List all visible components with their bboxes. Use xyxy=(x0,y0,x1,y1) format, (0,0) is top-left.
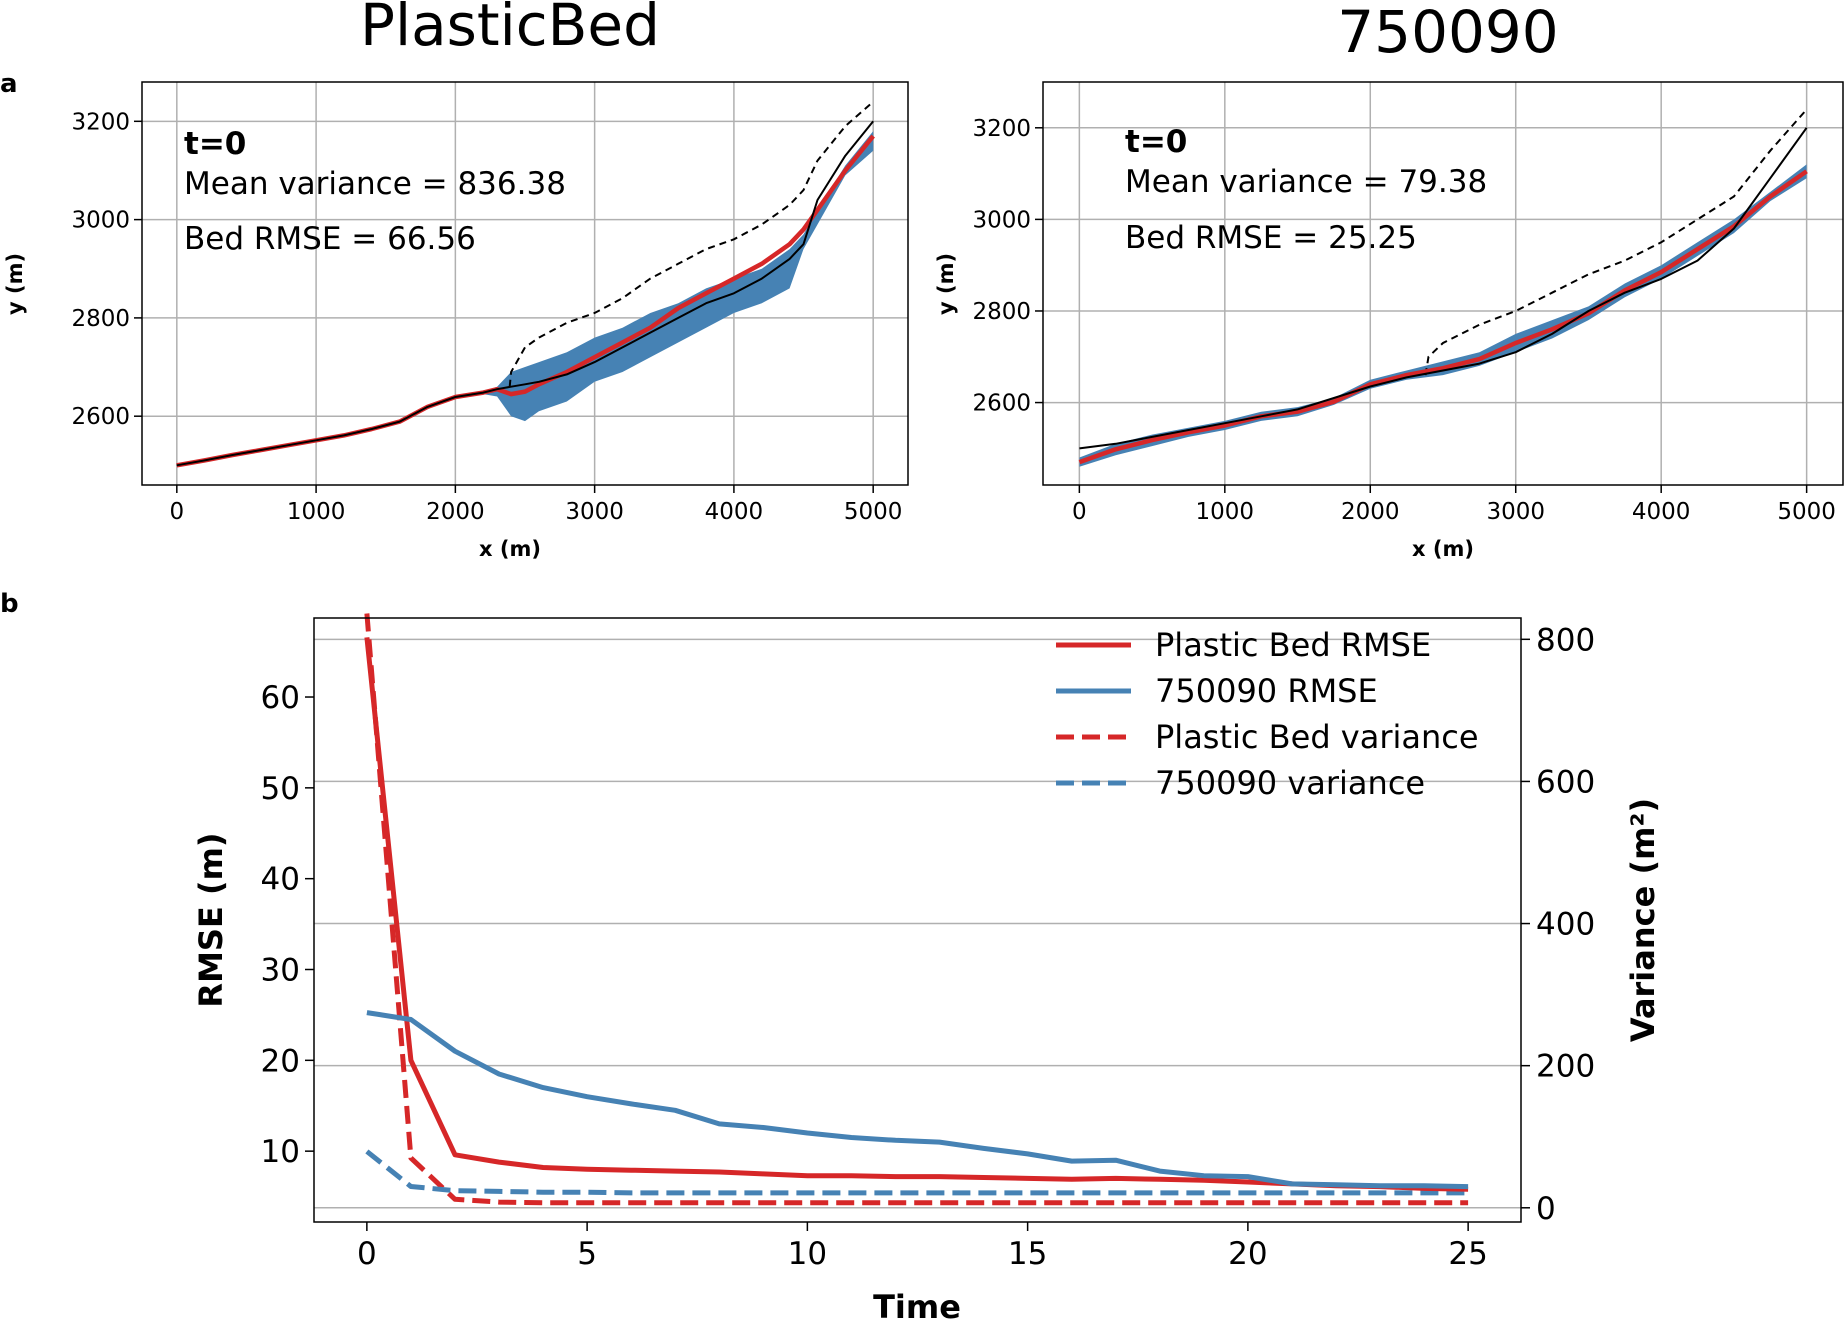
y-axis-label: RMSE (m) xyxy=(192,832,230,1007)
plot-frame xyxy=(313,617,1522,1223)
annotation-rmse: Bed RMSE = 25.25 xyxy=(1125,220,1417,256)
x-tick-label: 2000 xyxy=(426,499,485,525)
series-line-750090-rmse xyxy=(366,1010,1469,1190)
y-axis-label: y (m) xyxy=(3,253,27,315)
y-tick-label: 3000 xyxy=(972,207,1031,233)
y-tick-label: 3200 xyxy=(972,116,1031,142)
y-tick-label: 2800 xyxy=(71,306,130,332)
grid-lines xyxy=(142,82,908,485)
y2-tick-label: 800 xyxy=(1536,622,1595,658)
ensemble-band xyxy=(176,131,874,466)
panel-label-a: a xyxy=(0,69,18,99)
y2-tick-label: 0 xyxy=(1536,1191,1556,1227)
grid-lines xyxy=(1043,82,1843,485)
y-axis-ticks: 2600 2800 3000 3200 xyxy=(972,116,1043,417)
chart-750090: 750090 0 1000 2000 3000 4000 5000 2600 2800 300… xyxy=(934,0,1844,561)
profile-lines xyxy=(1078,108,1808,465)
ensemble-spread-area xyxy=(1079,164,1807,467)
true-bed-line xyxy=(1079,127,1808,450)
chart-title: PlasticBed xyxy=(360,0,660,59)
x-tick-label: 5000 xyxy=(1777,499,1836,525)
annotation-time: t=0 xyxy=(184,126,246,162)
chart-rmse-variance: 0 5 10 15 20 25 10 20 30 40 50 60 0 200 400 600 800 Ti… xyxy=(192,613,1662,1320)
ensemble-mean-line xyxy=(1078,169,1808,465)
y-axis-ticks: 2600 2800 3000 3200 xyxy=(71,109,142,430)
legend: Plastic Bed RMSE 750090 RMSE Plastic Bed v… xyxy=(1056,626,1479,802)
series-line-750090-variance xyxy=(365,1149,1469,1196)
y-tick-label: 30 xyxy=(261,953,300,989)
x-tick-label: 0 xyxy=(169,499,184,525)
x-tick-label: 3000 xyxy=(1486,499,1545,525)
y-axis-label: y (m) xyxy=(934,253,958,315)
legend-label: 750090 variance xyxy=(1155,764,1425,802)
x-axis-ticks: 0 1000 2000 3000 4000 5000 xyxy=(1072,485,1836,525)
x-tick-label: 15 xyxy=(1008,1236,1047,1272)
y-tick-label: 60 xyxy=(261,680,300,716)
x-tick-label: 20 xyxy=(1228,1236,1267,1272)
plot-frame xyxy=(141,81,909,486)
x-tick-label: 1000 xyxy=(287,499,346,525)
x-tick-label: 2000 xyxy=(1341,499,1400,525)
x-tick-label: 25 xyxy=(1448,1236,1487,1272)
x-axis-ticks: 0 1000 2000 3000 4000 5000 xyxy=(169,485,902,525)
x-tick-label: 0 xyxy=(1072,499,1087,525)
plot-frame xyxy=(1042,81,1844,486)
panel-label-b: b xyxy=(0,589,19,619)
ensemble-band xyxy=(1079,164,1807,467)
profile-lines xyxy=(176,100,875,468)
y-tick-label: 3200 xyxy=(71,109,130,135)
y-tick-label: 20 xyxy=(261,1043,300,1079)
x-tick-label: 5000 xyxy=(844,499,903,525)
y-tick-label: 2800 xyxy=(972,299,1031,325)
annotation-rmse: Bed RMSE = 66.56 xyxy=(184,221,476,257)
surface-line xyxy=(508,100,874,387)
x-axis-label: Time xyxy=(873,1288,961,1320)
ensemble-spread-area xyxy=(176,131,874,466)
legend-label: 750090 RMSE xyxy=(1155,672,1378,710)
y-tick-label: 10 xyxy=(261,1134,300,1170)
series-line-plastic-bed-variance xyxy=(364,613,1469,1206)
surface-line xyxy=(1424,108,1808,376)
x-tick-label: 5 xyxy=(577,1236,597,1272)
y-tick-label: 2600 xyxy=(972,391,1031,417)
y-tick-label: 50 xyxy=(261,771,300,807)
time-series-lines xyxy=(364,613,1469,1206)
y2-axis-label: Variance (m²) xyxy=(1624,798,1662,1042)
x-tick-label: 3000 xyxy=(565,499,624,525)
annotation-mean-variance: Mean variance = 836.38 xyxy=(184,166,566,202)
y2-tick-label: 600 xyxy=(1536,764,1595,800)
legend-label: Plastic Bed variance xyxy=(1155,718,1479,756)
y-tick-label: 3000 xyxy=(71,208,130,234)
x-axis-ticks: 0 5 10 15 20 25 xyxy=(357,1222,1488,1272)
y-tick-label: 40 xyxy=(261,862,300,898)
annotation-time: t=0 xyxy=(1125,124,1187,160)
x-tick-label: 4000 xyxy=(1632,499,1691,525)
chart-title: 750090 xyxy=(1337,0,1558,66)
y-tick-label: 2600 xyxy=(71,404,130,430)
x-tick-label: 1000 xyxy=(1196,499,1255,525)
legend-label: Plastic Bed RMSE xyxy=(1155,626,1431,664)
y-axis-ticks: 10 20 30 40 50 60 xyxy=(261,680,314,1170)
x-axis-label: x (m) xyxy=(479,537,541,561)
x-tick-label: 4000 xyxy=(705,499,764,525)
grid-lines xyxy=(314,638,1521,1209)
x-tick-label: 0 xyxy=(357,1236,377,1272)
chart-plasticbed: PlasticBed 0 1000 2000 3000 4000 5000 2600 280… xyxy=(3,0,909,561)
x-tick-label: 10 xyxy=(788,1236,827,1272)
x-axis-label: x (m) xyxy=(1412,537,1474,561)
true-bed-line xyxy=(176,120,874,467)
y2-tick-label: 400 xyxy=(1536,907,1595,943)
y2-tick-label: 200 xyxy=(1536,1049,1595,1085)
y2-axis-ticks: 0 200 400 600 800 xyxy=(1521,622,1595,1227)
annotation-mean-variance: Mean variance = 79.38 xyxy=(1125,164,1487,200)
